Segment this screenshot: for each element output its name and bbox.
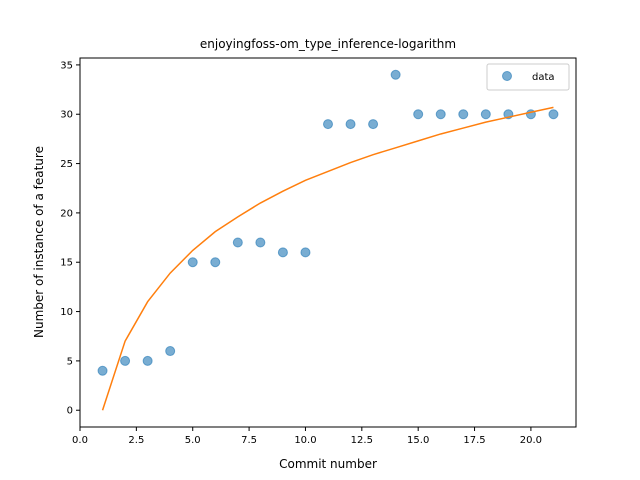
x-tick-label: 2.5 bbox=[128, 435, 144, 446]
x-axis-label: Commit number bbox=[279, 457, 377, 471]
data-point bbox=[435, 109, 446, 120]
y-tick-label: 20 bbox=[60, 208, 73, 219]
x-tick-label: 0.0 bbox=[72, 435, 88, 446]
x-tick-label: 15.0 bbox=[407, 435, 429, 446]
data-point bbox=[255, 237, 266, 248]
data-point bbox=[232, 237, 243, 248]
x-tick-label: 20.0 bbox=[520, 435, 542, 446]
x-tick-label: 5.0 bbox=[185, 435, 201, 446]
y-tick-label: 25 bbox=[60, 159, 73, 170]
chart-title: enjoyingfoss-om_type_inference-logarithm bbox=[200, 37, 456, 51]
plot-frame bbox=[79, 57, 577, 428]
y-axis-ticks: 0 5 10 15 20 25 30 35 bbox=[60, 60, 80, 417]
y-tick-label: 0 bbox=[67, 406, 73, 417]
legend-label-data: data bbox=[532, 72, 555, 83]
y-tick-label: 5 bbox=[67, 356, 73, 367]
x-axis-ticks: 0.0 2.5 5.0 7.5 10.0 12.5 15.0 17.5 20.0 bbox=[72, 427, 542, 446]
y-tick-label: 15 bbox=[60, 258, 73, 269]
data-point bbox=[345, 119, 356, 130]
y-tick-label: 35 bbox=[60, 60, 73, 71]
x-tick-label: 10.0 bbox=[294, 435, 316, 446]
data-point bbox=[165, 346, 176, 357]
data-point bbox=[323, 119, 333, 130]
data-point bbox=[300, 247, 311, 258]
x-tick-label: 7.5 bbox=[241, 435, 257, 446]
y-axis-label: Number of instance of a feature bbox=[32, 146, 46, 338]
data-point bbox=[120, 355, 131, 366]
x-tick-label: 17.5 bbox=[463, 435, 485, 446]
legend-marker-data bbox=[502, 71, 512, 81]
data-point bbox=[277, 247, 288, 258]
data-point bbox=[368, 119, 379, 130]
data-point bbox=[142, 355, 153, 366]
data-point bbox=[390, 69, 401, 80]
y-tick-label: 30 bbox=[60, 110, 73, 121]
y-tick-label: 10 bbox=[60, 307, 73, 318]
data-point bbox=[458, 109, 469, 120]
data-point bbox=[413, 109, 424, 120]
fit-line bbox=[101, 106, 554, 411]
plot-area bbox=[97, 69, 559, 411]
legend-box bbox=[486, 63, 570, 91]
data-point bbox=[548, 109, 559, 120]
x-tick-label: 12.5 bbox=[351, 435, 373, 446]
data-point bbox=[210, 257, 221, 268]
data-point bbox=[187, 257, 198, 268]
data-point bbox=[97, 365, 108, 376]
data-point bbox=[480, 109, 491, 120]
legend: data bbox=[486, 63, 570, 91]
